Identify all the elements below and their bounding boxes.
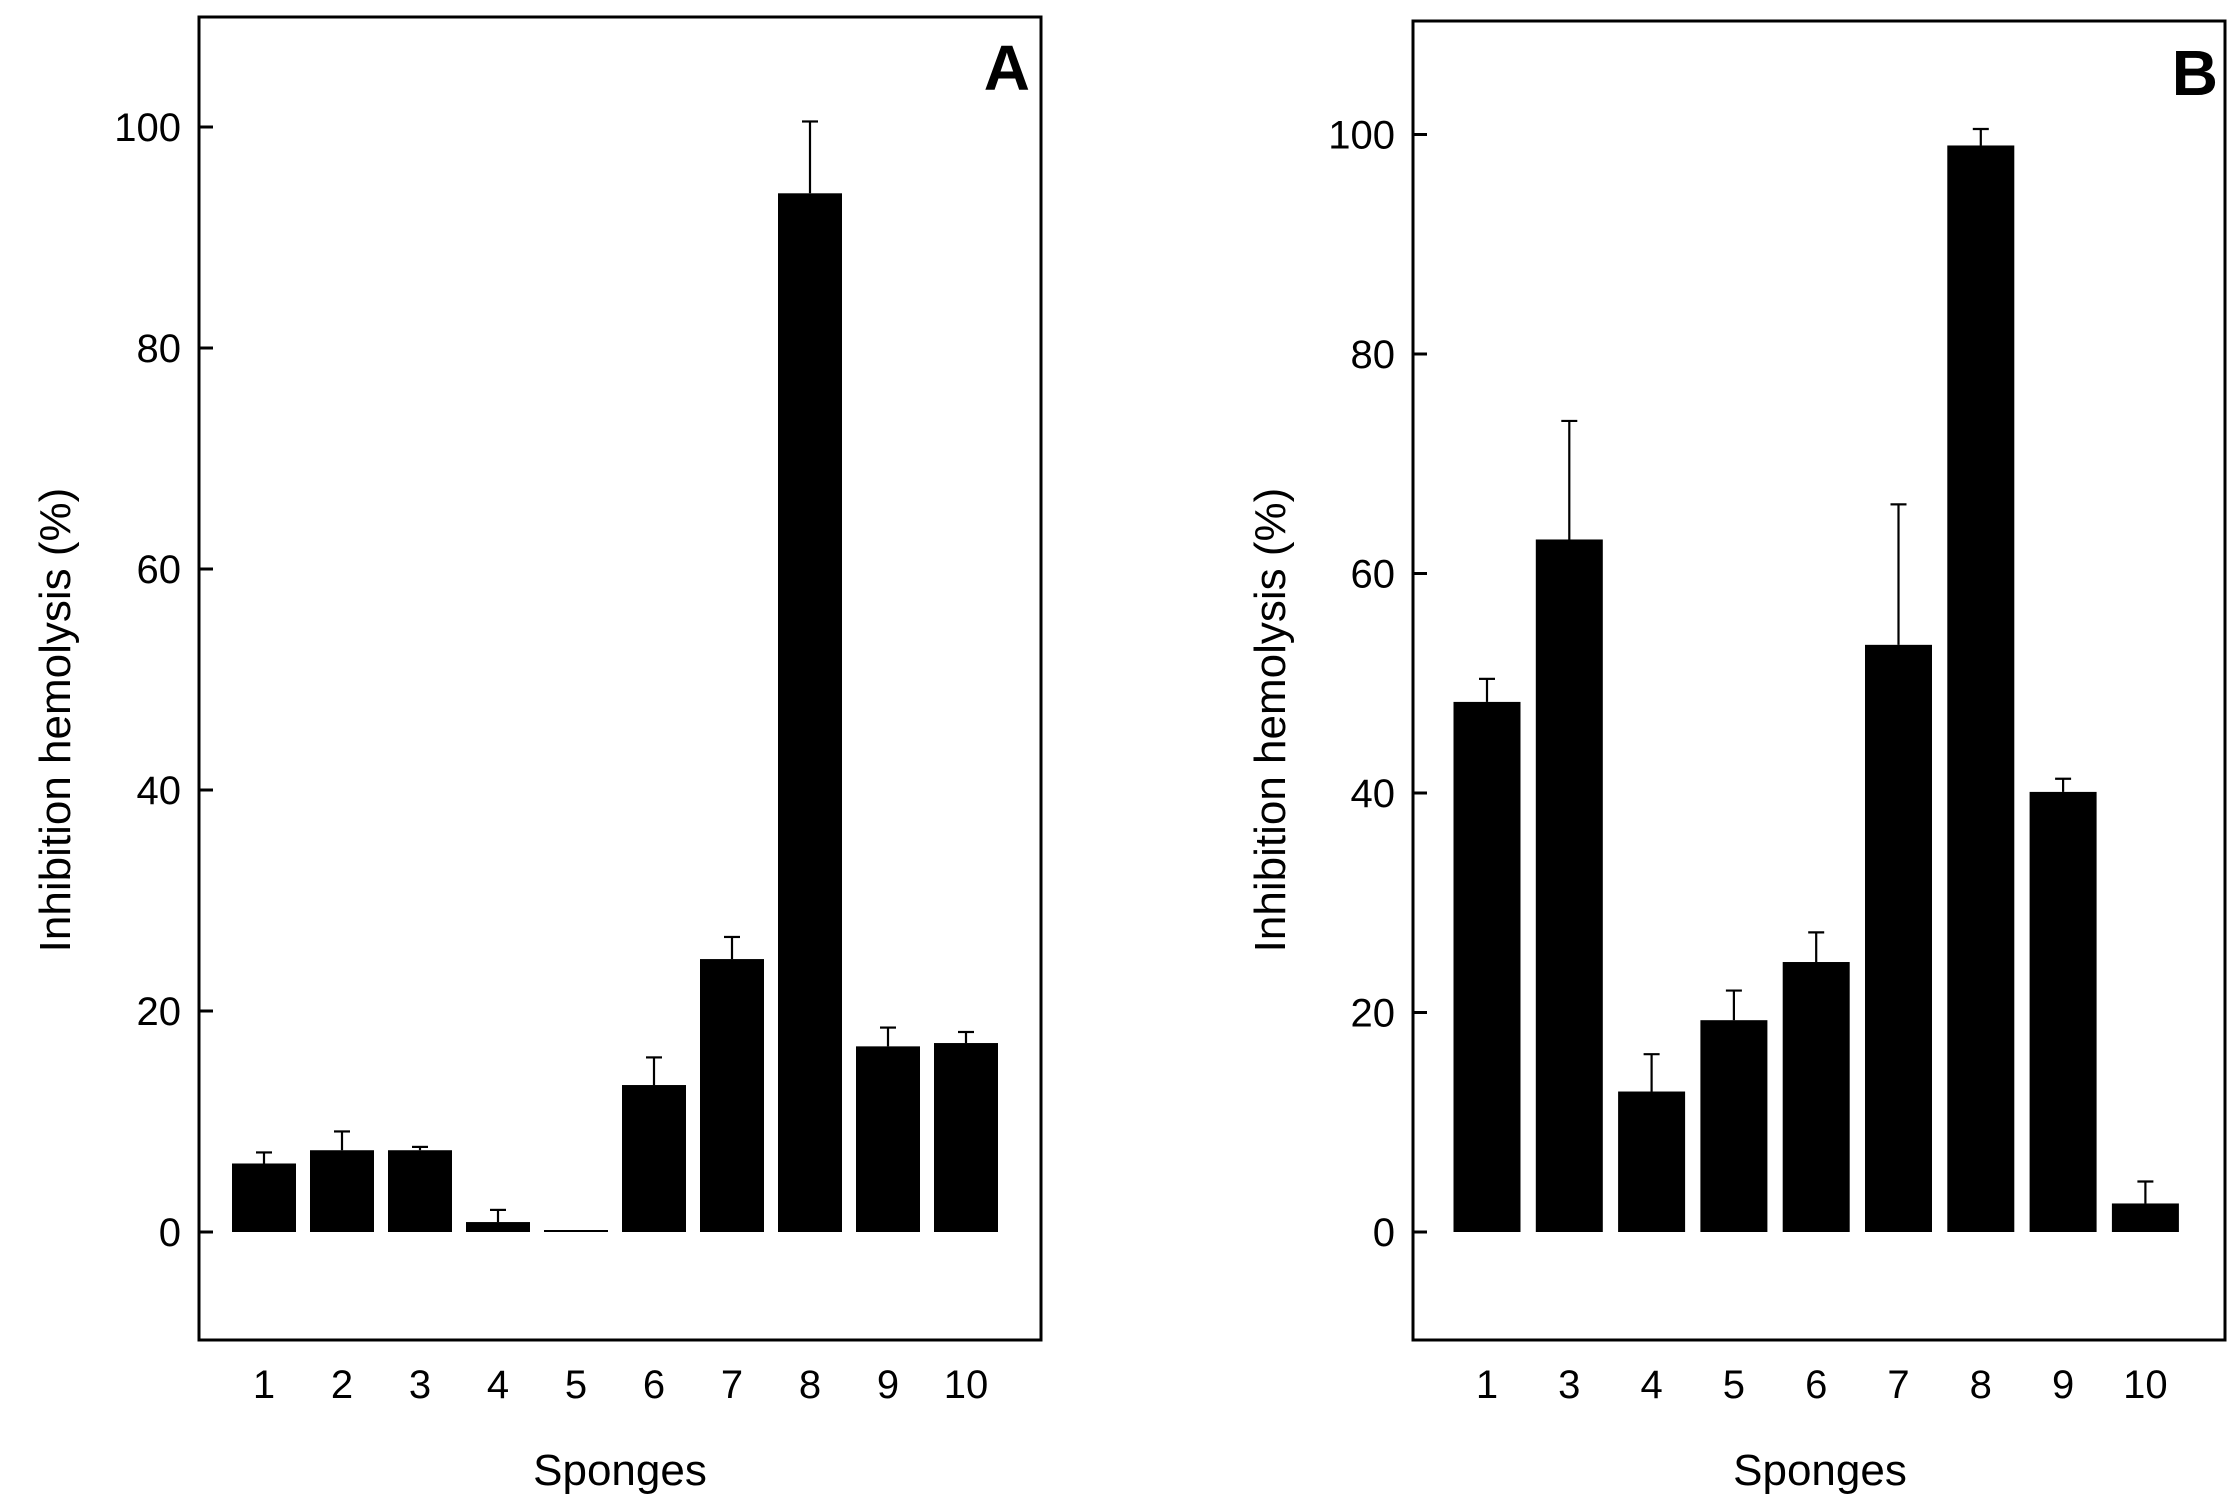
bar-b-sponge-7: [1865, 644, 1932, 1232]
y-tick-label-b-80: 80: [1351, 333, 1396, 377]
x-tick-labels-a: 1 2 3 4 5 6 7 8 9 10: [253, 1363, 988, 1407]
x-tick-label-b-1: 1: [1476, 1363, 1498, 1407]
bars-b: [1453, 145, 2179, 1233]
error-bars-a: [256, 120, 974, 1223]
x-tick-label-b-5: 5: [1723, 1363, 1745, 1407]
bar-a-sponge-2: [310, 1150, 374, 1232]
y-ticks-b: [1413, 133, 1427, 1234]
bar-a-sponge-4: [466, 1222, 530, 1232]
y-tick-label-b-40: 40: [1351, 772, 1396, 816]
bar-a-sponge-3: [388, 1150, 452, 1232]
y-tick-label-b-60: 60: [1351, 553, 1396, 597]
y-tick-label-a-20: 20: [137, 990, 182, 1034]
panel-label-b: B: [2172, 37, 2218, 109]
y-tick-label-a-100: 100: [114, 106, 181, 150]
error-bars-b: [1479, 127, 2154, 1204]
y-tick-label-b-0: 0: [1373, 1211, 1395, 1255]
bar-a-sponge-1: [232, 1163, 296, 1232]
panel-label-a: A: [984, 32, 1030, 104]
bar-a-sponge-10: [934, 1043, 998, 1232]
plot-frame-b: [1411, 19, 2227, 1342]
x-tick-label-a-7: 7: [721, 1363, 743, 1407]
x-axis-label-b: Sponges: [1733, 1446, 1907, 1495]
chart-panel-a: 0 20 40 60 80 100 1 2 3 4 5 6 7 8 9 10 A Sponges Inhib…: [31, 15, 1043, 1495]
bar-b-sponge-4: [1618, 1091, 1686, 1232]
bar-a-sponge-5: [544, 1230, 608, 1232]
bar-b-sponge-1: [1453, 701, 1521, 1232]
bar-a-sponge-6: [622, 1085, 686, 1232]
bar-b-sponge-10: [2111, 1203, 2179, 1232]
bar-b-sponge-9: [2029, 791, 2097, 1232]
x-axis-label-a: Sponges: [533, 1446, 707, 1495]
y-axis-label-b: Inhibition hemolysis (%): [1246, 488, 1295, 953]
plot-frame-a: [197, 15, 1043, 1342]
bar-b-sponge-5: [1700, 1020, 1768, 1232]
chart-panel-b: 0 20 40 60 80 100 1 3 4 5 6 7 8 9 10 B Sponges Inhibi…: [1246, 19, 2227, 1495]
bar-a-sponge-8: [778, 193, 842, 1232]
x-tick-label-b-7: 7: [1887, 1363, 1909, 1407]
x-tick-label-a-2: 2: [331, 1363, 353, 1407]
y-tick-label-a-80: 80: [137, 327, 182, 371]
x-tick-labels-b: 1 3 4 5 6 7 8 9 10: [1476, 1363, 2168, 1407]
y-tick-labels-b: 0 20 40 60 80 100: [1328, 114, 1395, 1256]
y-tick-label-b-20: 20: [1351, 992, 1396, 1036]
x-tick-label-b-4: 4: [1640, 1363, 1662, 1407]
x-tick-label-a-8: 8: [799, 1363, 821, 1407]
x-tick-label-a-1: 1: [253, 1363, 275, 1407]
x-tick-label-a-4: 4: [487, 1363, 509, 1407]
x-tick-label-a-9: 9: [877, 1363, 899, 1407]
y-tick-label-a-40: 40: [137, 769, 182, 813]
bar-b-sponge-8: [1947, 145, 2015, 1233]
y-tick-labels-a: 0 20 40 60 80 100: [114, 106, 181, 1255]
bars-a: [232, 193, 998, 1232]
y-tick-label-b-100: 100: [1328, 114, 1395, 158]
x-tick-label-b-10: 10: [2123, 1363, 2168, 1407]
bar-b-sponge-3: [1535, 539, 1603, 1232]
bar-a-sponge-9: [856, 1046, 920, 1232]
x-tick-label-a-10: 10: [944, 1363, 989, 1407]
bar-a-sponge-7: [700, 959, 764, 1232]
x-tick-label-b-6: 6: [1805, 1363, 1827, 1407]
x-tick-label-a-3: 3: [409, 1363, 431, 1407]
y-tick-label-a-0: 0: [159, 1211, 181, 1255]
y-axis-label-a: Inhibition hemolysis (%): [31, 488, 80, 953]
y-tick-label-a-60: 60: [137, 548, 182, 592]
x-tick-label-b-8: 8: [1970, 1363, 1992, 1407]
y-ticks-a: [199, 125, 213, 1234]
x-tick-label-b-9: 9: [2052, 1363, 2074, 1407]
x-tick-label-b-3: 3: [1558, 1363, 1580, 1407]
x-tick-label-a-6: 6: [643, 1363, 665, 1407]
bar-b-sponge-6: [1782, 962, 1850, 1232]
x-tick-label-a-5: 5: [565, 1363, 587, 1407]
